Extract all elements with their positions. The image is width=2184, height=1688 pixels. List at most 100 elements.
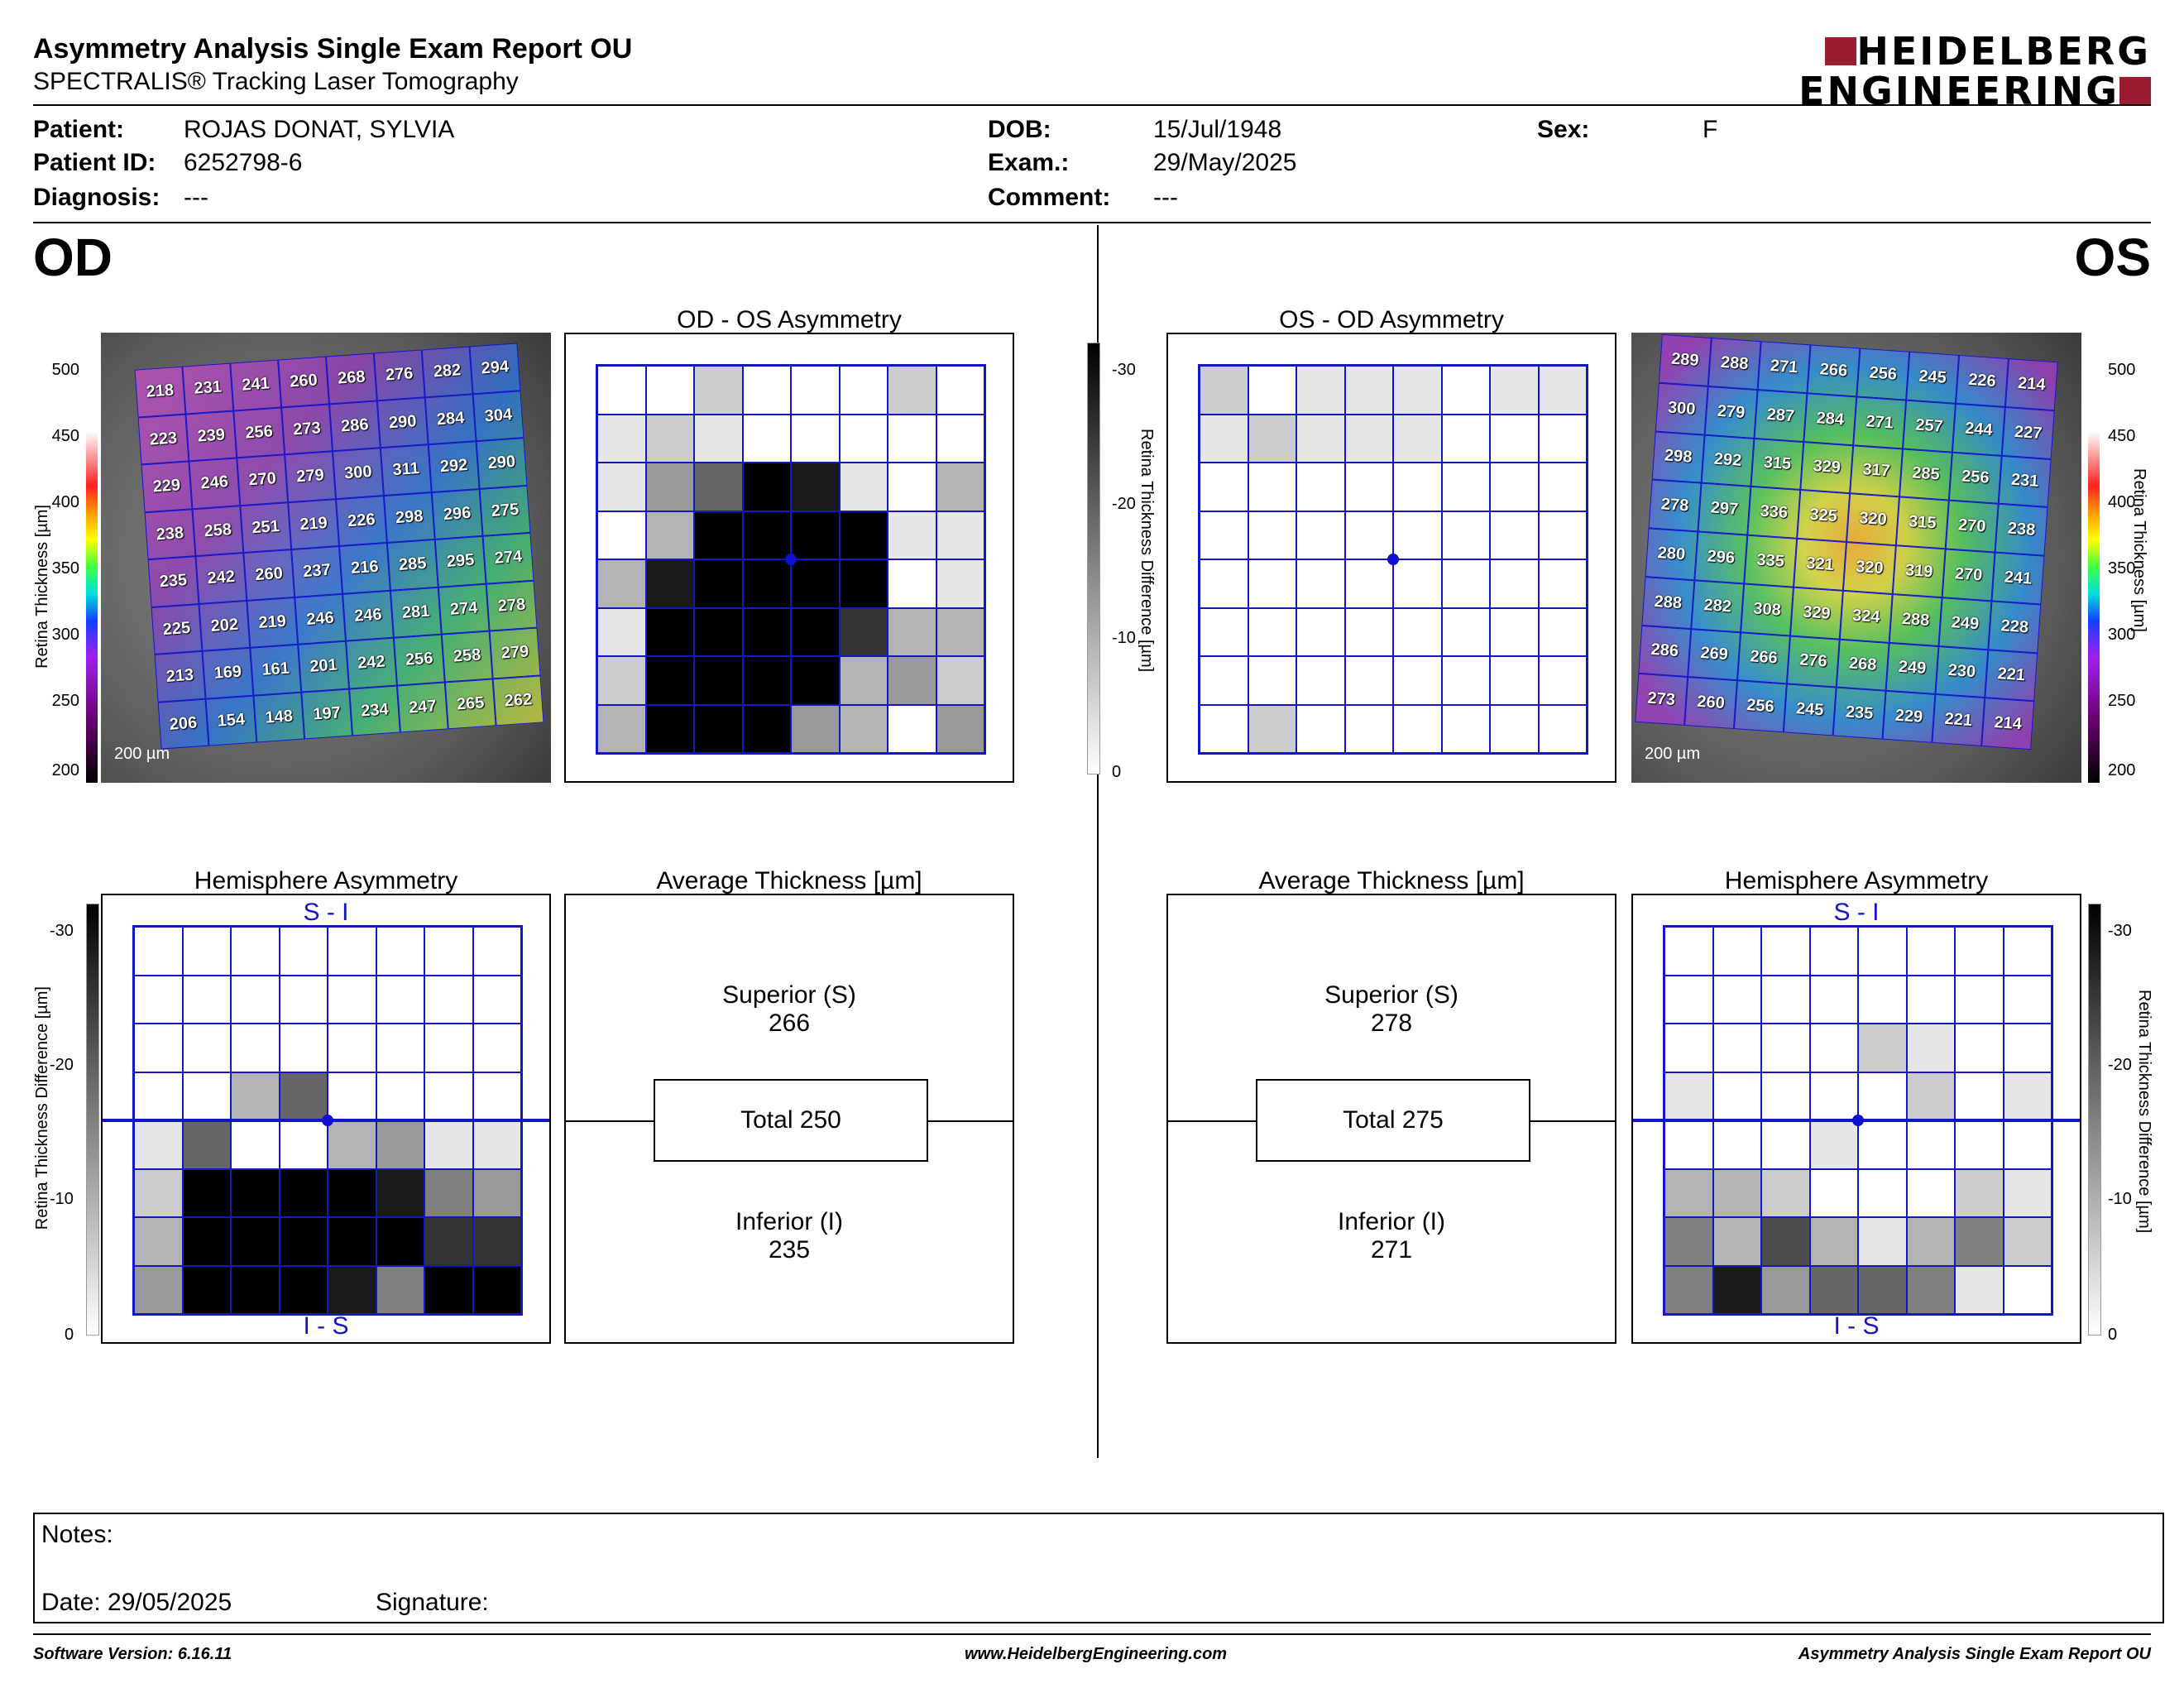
os-hemi-cell	[1664, 927, 1713, 976]
od-thickness-cell: 246	[189, 458, 241, 509]
os-thickness-cell: 288	[1641, 576, 1695, 629]
os-asym-cell	[1393, 414, 1442, 463]
od-hemi-cell	[182, 1024, 231, 1072]
od-asym-cell	[888, 366, 936, 415]
od-thickness-cell: 238	[144, 508, 196, 560]
od-thickness-colorbar	[86, 333, 98, 783]
os-asym-cell	[1296, 366, 1345, 415]
os-thickness-cell: 228	[1988, 601, 2042, 653]
os-hemi-cell	[1809, 1168, 1858, 1217]
od-asym-cell	[936, 463, 984, 511]
os-hemi-cell	[1858, 975, 1907, 1024]
od-scale-bar: 200 µm	[114, 745, 170, 763]
od-asym-cell	[839, 511, 888, 559]
od-thickness-cell: 223	[137, 414, 189, 465]
od-hemi-cell	[231, 1265, 280, 1314]
od-thickness-cell: 279	[285, 451, 336, 502]
od-thickness-cell: 218	[134, 366, 186, 418]
os-asym-cell	[1200, 607, 1248, 656]
os-thickness-cell: 324	[1839, 590, 1893, 643]
heidelberg-logo: HEIDELBERG ENGINEERING	[1798, 29, 2151, 113]
os-asym-cell	[1344, 607, 1393, 656]
od-hemi-cell	[231, 975, 280, 1024]
dob-value: 15/Jul/1948	[1153, 116, 1282, 143]
od-hemi-cell	[279, 975, 328, 1024]
os-total: Total 275	[1256, 1079, 1530, 1162]
od-thickness-cell: 278	[486, 580, 538, 631]
od-hemi-cell	[134, 1024, 183, 1072]
od-asym-cell	[597, 463, 646, 511]
od-hemi-cell	[424, 1072, 473, 1120]
od-hemi-cell	[424, 1217, 473, 1266]
od-thickness-cell: 226	[335, 495, 387, 546]
od-hemi-cell	[279, 927, 328, 976]
od-thickness-cell: 229	[141, 461, 193, 512]
os-hemi-cell	[1761, 927, 1810, 976]
os-hemi-cell	[1809, 1072, 1858, 1120]
os-thickness-cell: 298	[1651, 431, 1705, 483]
os-thickness-cell: 284	[1803, 392, 1857, 445]
os-thickness-cell: 229	[1882, 691, 1936, 743]
os-asym-cell	[1393, 559, 1442, 608]
os-asym-cell	[1441, 607, 1490, 656]
od-thickness-cell: 235	[147, 556, 199, 607]
od-hemi-cell	[134, 1120, 183, 1169]
os-asym-cell	[1393, 366, 1442, 415]
od-thickness-cell: 239	[185, 410, 237, 462]
od-hemi-cell	[182, 1168, 231, 1217]
od-asym-cell	[839, 366, 888, 415]
os-asym-cell	[1393, 511, 1442, 559]
website-link[interactable]: www.HeidelbergEngineering.com	[965, 1645, 1228, 1663]
os-hemi-cell	[1858, 1024, 1907, 1072]
od-thickness-cell: 295	[434, 535, 486, 587]
od-thickness-cell: 219	[247, 597, 299, 648]
od-asym-cell	[742, 656, 791, 705]
os-hemi-cell	[1906, 1120, 1955, 1169]
os-hemi-cell	[1955, 1265, 2004, 1314]
os-asym-cell	[1248, 366, 1296, 415]
od-thickness-cell: 231	[182, 362, 234, 415]
os-thickness-cell: 287	[1754, 389, 1808, 442]
os-thickness-cell: 238	[1995, 503, 2048, 556]
os-thickness-cell: 315	[1895, 496, 1949, 549]
os-asym-cell	[1248, 511, 1296, 559]
os-thickness-cell: 297	[1698, 482, 1751, 535]
od-thickness-cell: 216	[339, 542, 390, 594]
od-hemi-cell	[376, 1265, 424, 1314]
od-thickness-cell: 258	[192, 505, 244, 557]
os-asym-cell	[1248, 414, 1296, 463]
os-hemi-cell	[1712, 1120, 1761, 1169]
od-hemi-cell	[134, 975, 183, 1024]
od-thickness-cell: 197	[301, 688, 353, 740]
od-hemi-cell	[424, 927, 473, 976]
od-asym-cell	[694, 607, 743, 656]
os-asym-cell	[1296, 414, 1345, 463]
os-asym-cell	[1490, 414, 1539, 463]
os-hemi-cell	[1761, 1072, 1810, 1120]
od-thickness-cell: 206	[157, 698, 209, 750]
asym-tick: -30	[1112, 361, 1136, 379]
diagnosis-value: ---	[184, 184, 208, 211]
od-thickness-cell: 279	[489, 627, 541, 679]
os-asym-cell	[1296, 463, 1345, 511]
od-inferior: Inferior (I) 235	[735, 1208, 844, 1264]
os-hemi-cell	[1906, 1217, 1955, 1266]
od-thickness-cell: 275	[479, 485, 531, 536]
os-asym-cell	[1296, 559, 1345, 608]
os-hemi-cell	[1761, 975, 1810, 1024]
os-thickness-cell: 325	[1797, 490, 1851, 542]
os-hemi-cell	[1906, 927, 1955, 976]
od-hemi-cell	[328, 1168, 376, 1217]
od-si-label: S - I	[303, 899, 349, 926]
od-thickness-cell: 290	[376, 396, 429, 448]
os-thickness-cell: 276	[1786, 635, 1840, 688]
os-thickness-cell: 329	[1800, 441, 1854, 494]
os-thickness-cell: 315	[1751, 438, 1804, 491]
os-asym-cell	[1200, 559, 1248, 608]
od-asym-cell	[791, 607, 840, 656]
od-asym-cell	[742, 511, 791, 559]
od-thickness-cell: 260	[278, 356, 329, 407]
od-thickness-cell: 154	[205, 695, 257, 746]
os-thickness-cell: 270	[1942, 549, 1995, 602]
od-asymmetry-panel	[564, 333, 1014, 783]
